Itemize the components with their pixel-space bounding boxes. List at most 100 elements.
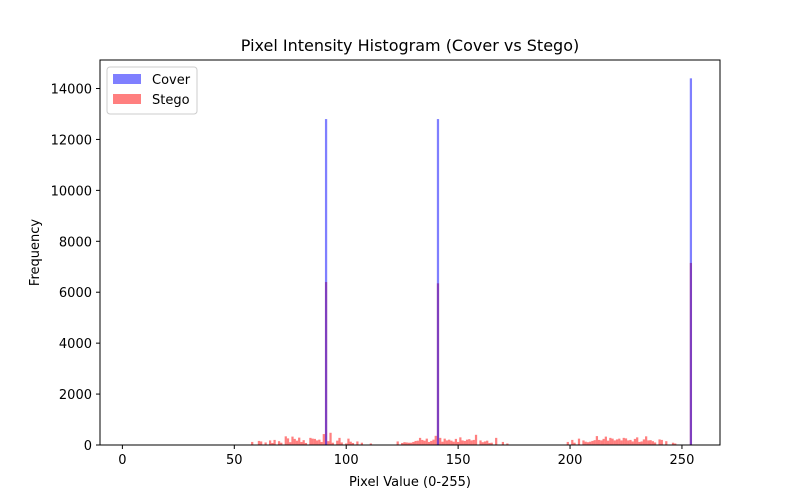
stego-bar-105 xyxy=(356,441,359,445)
stego-bar-172 xyxy=(506,443,509,445)
stego-bar-243 xyxy=(665,441,668,445)
stego-bar-87 xyxy=(315,440,319,445)
stego-bar-70 xyxy=(277,441,281,445)
stego-bar-217 xyxy=(606,440,610,445)
stego-bar-90 xyxy=(322,434,325,445)
stego-bar-81 xyxy=(302,440,305,445)
stego-bar-147 xyxy=(450,440,453,445)
stego-bar-155 xyxy=(468,439,471,445)
stego-bar-96 xyxy=(336,440,339,445)
y-axis-ticks: 0 2000 4000 6000 8000 10000 12000 14000 xyxy=(51,83,100,454)
stego-bar-71 xyxy=(280,442,283,445)
stego-bar-240 xyxy=(658,439,661,445)
stego-bar-136 xyxy=(425,438,428,445)
stego-bar-218 xyxy=(609,437,612,445)
stego-bar-127 xyxy=(405,442,408,445)
stego-bar-129 xyxy=(410,442,413,445)
stego-bar-89 xyxy=(320,441,323,445)
stego-bar-219 xyxy=(611,438,614,445)
stego-bar-211 xyxy=(593,440,596,445)
stego-bar-223 xyxy=(620,440,623,445)
stego-bar-149 xyxy=(454,438,458,445)
stego-bar-160 xyxy=(479,440,482,445)
stego-bar-158 xyxy=(474,434,478,445)
stego-bar-131 xyxy=(414,440,417,445)
stego-bar-67 xyxy=(271,442,274,445)
y-tick-label-10000: 10000 xyxy=(51,184,92,199)
x-tick-label-200: 200 xyxy=(558,453,583,468)
stego-bar-135 xyxy=(423,440,426,445)
stego-bar-64 xyxy=(264,442,267,445)
stego-bar-246 xyxy=(671,442,675,445)
cover-bar-254 xyxy=(689,78,693,445)
stego-bar-78 xyxy=(295,440,299,445)
cover-series-bars xyxy=(324,78,693,445)
stego-bar-210 xyxy=(591,440,594,445)
y-axis-label: Frequency xyxy=(28,219,43,286)
stego-bar-79 xyxy=(298,437,301,445)
stego-bar-221 xyxy=(615,439,619,445)
stego-bar-93 xyxy=(329,432,332,445)
legend-label-cover: Cover xyxy=(152,73,191,88)
cover-bar-91 xyxy=(324,119,328,445)
stego-bar-199 xyxy=(566,441,569,445)
stego-bar-154 xyxy=(465,439,469,445)
y-tick-label-2000: 2000 xyxy=(59,388,92,403)
stego-bar-102 xyxy=(349,441,352,445)
stego-bar-206 xyxy=(582,440,585,445)
stego-bar-82 xyxy=(304,442,308,445)
legend-swatch-stego xyxy=(113,94,141,104)
stego-bar-167 xyxy=(495,437,498,445)
stego-bar-61 xyxy=(257,440,261,445)
stego-bar-139 xyxy=(432,439,435,445)
stego-bar-202 xyxy=(573,442,576,445)
stego-bar-97 xyxy=(338,437,341,445)
stego-bar-229 xyxy=(633,438,637,445)
y-tick-label-6000: 6000 xyxy=(59,286,92,301)
stego-bar-151 xyxy=(459,437,462,445)
stego-bar-88 xyxy=(318,439,321,445)
chart-title: Pixel Intensity Histogram (Cover vs Steg… xyxy=(241,36,579,55)
stego-bar-204 xyxy=(577,438,581,445)
stego-bar-152 xyxy=(461,440,464,445)
stego-bar-224 xyxy=(622,437,625,445)
legend-label-stego: Stego xyxy=(152,93,190,108)
stego-bar-231 xyxy=(638,441,641,445)
stego-bar-101 xyxy=(347,438,350,445)
stego-bar-212 xyxy=(595,436,599,445)
stego-bar-153 xyxy=(463,440,466,445)
stego-bar-235 xyxy=(647,440,650,445)
stego-bar-85 xyxy=(311,438,314,445)
stego-bar-128 xyxy=(407,442,410,445)
x-tick-label-50: 50 xyxy=(226,453,243,468)
y-tick-label-4000: 4000 xyxy=(59,337,92,352)
stego-bar-111 xyxy=(369,443,372,445)
stego-bar-201 xyxy=(571,439,574,445)
stego-bar-146 xyxy=(448,439,451,445)
stego-bar-237 xyxy=(651,441,654,445)
stego-bar-75 xyxy=(289,442,292,445)
stego-bar-165 xyxy=(490,442,493,445)
stego-bar-74 xyxy=(286,438,290,445)
stego-bar-132 xyxy=(416,440,419,445)
stego-bar-233 xyxy=(642,439,646,445)
stego-bar-215 xyxy=(602,438,605,445)
stego-bar-228 xyxy=(631,441,634,445)
x-tick-label-150: 150 xyxy=(446,453,471,468)
stego-bar-148 xyxy=(452,441,455,445)
legend-swatch-cover xyxy=(113,74,141,84)
stego-bar-232 xyxy=(640,441,643,445)
stego-bar-209 xyxy=(589,441,592,445)
stego-bar-107 xyxy=(360,442,363,445)
stego-bar-92 xyxy=(327,441,330,445)
x-tick-label-0: 0 xyxy=(118,453,126,468)
stego-bar-125 xyxy=(401,442,404,445)
cover-bar-141 xyxy=(436,119,440,445)
stego-bar-241 xyxy=(660,439,663,445)
stego-bar-207 xyxy=(584,441,587,445)
stego-bar-144 xyxy=(443,438,446,445)
stego-bar-73 xyxy=(284,436,287,445)
y-tick-label-0: 0 xyxy=(84,439,92,454)
stego-bar-222 xyxy=(618,438,621,445)
stego-bar-66 xyxy=(268,440,272,445)
